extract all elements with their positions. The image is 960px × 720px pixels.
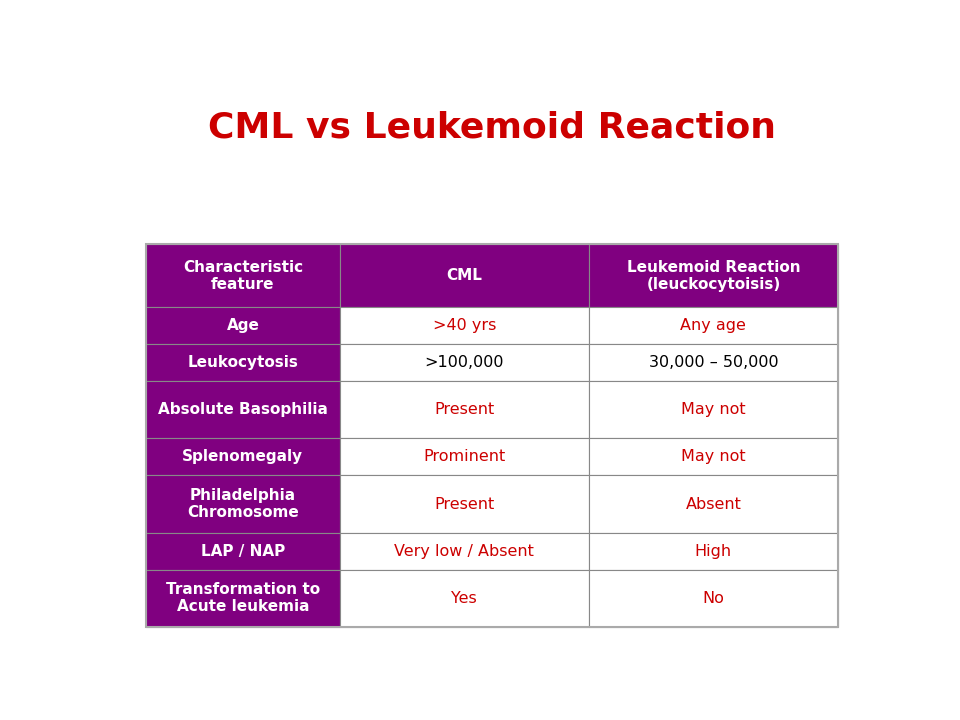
Bar — [146, 570, 340, 627]
Text: 30,000 – 50,000: 30,000 – 50,000 — [649, 355, 779, 370]
Text: Absent: Absent — [685, 497, 741, 511]
Text: High: High — [695, 544, 732, 559]
Bar — [588, 381, 838, 438]
Bar — [146, 244, 340, 307]
Text: Splenomegaly: Splenomegaly — [182, 449, 303, 464]
Text: >100,000: >100,000 — [424, 355, 504, 370]
Text: CML: CML — [446, 269, 482, 283]
Bar — [146, 438, 340, 475]
Bar — [340, 570, 588, 627]
Text: Transformation to
Acute leukemia: Transformation to Acute leukemia — [166, 582, 320, 614]
Text: Present: Present — [434, 497, 494, 511]
Bar — [340, 438, 588, 475]
Bar — [588, 244, 838, 307]
Text: Leukocytosis: Leukocytosis — [187, 355, 299, 370]
Text: Very low / Absent: Very low / Absent — [395, 544, 535, 559]
Text: May not: May not — [681, 402, 746, 418]
Text: Absolute Basophilia: Absolute Basophilia — [158, 402, 328, 418]
Bar — [588, 475, 838, 533]
Text: May not: May not — [681, 449, 746, 464]
Text: Present: Present — [434, 402, 494, 418]
Bar — [588, 307, 838, 344]
Bar — [340, 244, 588, 307]
Bar — [340, 475, 588, 533]
Text: LAP / NAP: LAP / NAP — [201, 544, 285, 559]
Text: Characteristic
feature: Characteristic feature — [182, 260, 303, 292]
Bar — [146, 475, 340, 533]
Bar — [588, 344, 838, 381]
Bar — [588, 438, 838, 475]
Text: Philadelphia
Chromosome: Philadelphia Chromosome — [187, 488, 299, 521]
Text: >40 yrs: >40 yrs — [433, 318, 496, 333]
Text: Prominent: Prominent — [423, 449, 506, 464]
Text: Leukemoid Reaction
(leuckocytoisis): Leukemoid Reaction (leuckocytoisis) — [627, 260, 801, 292]
Bar — [146, 244, 838, 627]
Text: CML vs Leukemoid Reaction: CML vs Leukemoid Reaction — [208, 111, 776, 145]
Bar — [340, 307, 588, 344]
Bar — [588, 570, 838, 627]
Bar — [340, 533, 588, 570]
Bar — [588, 533, 838, 570]
Bar — [340, 381, 588, 438]
Bar — [146, 381, 340, 438]
Bar — [146, 533, 340, 570]
Bar — [340, 344, 588, 381]
Bar — [146, 307, 340, 344]
Text: Yes: Yes — [451, 591, 477, 606]
Text: Age: Age — [227, 318, 259, 333]
Bar — [146, 344, 340, 381]
Text: Any age: Any age — [681, 318, 746, 333]
Text: No: No — [703, 591, 725, 606]
